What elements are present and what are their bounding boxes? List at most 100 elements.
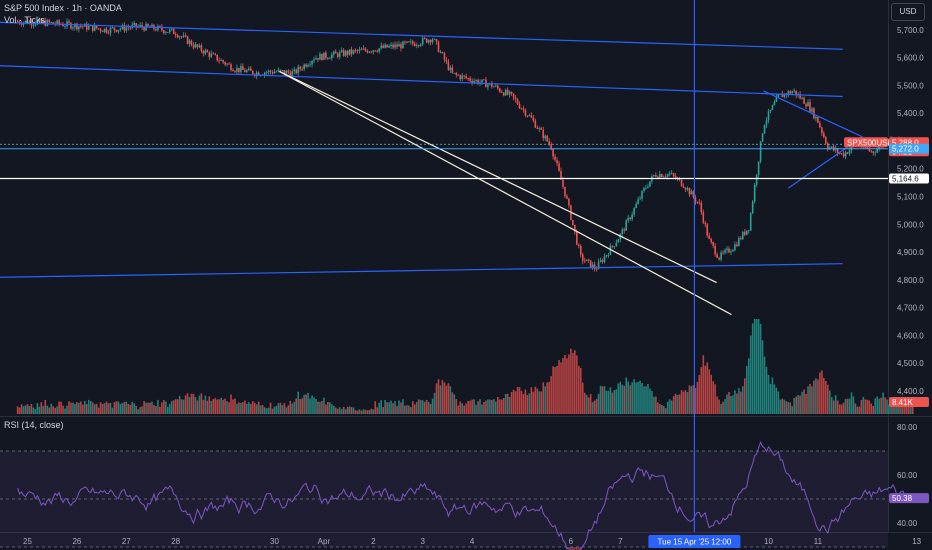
volume-bar: [597, 393, 600, 414]
volume-bar: [902, 405, 904, 414]
volume-bar: [291, 403, 294, 414]
candle-body: [522, 108, 525, 110]
candle-body: [566, 196, 568, 199]
volume-bar: [20, 404, 23, 414]
candle-body: [141, 25, 143, 28]
candle-body: [413, 43, 416, 47]
candle-body: [659, 174, 661, 178]
trend-line: [0, 263, 843, 278]
candle-body: [767, 111, 770, 121]
chart-title: S&P 500 Index · 1h · OANDA: [4, 3, 122, 13]
candle-body: [242, 66, 244, 70]
price-tick-label: 4,900.0: [897, 248, 924, 257]
currency-button[interactable]: USD: [891, 3, 925, 21]
volume-bar: [40, 402, 43, 414]
candle-body: [611, 245, 614, 247]
volume-bar: [619, 381, 622, 414]
candle-body: [48, 20, 51, 23]
volume-bar: [62, 405, 64, 414]
volume-bar: [263, 407, 266, 414]
candle-body: [666, 174, 669, 177]
candle-body: [344, 50, 347, 56]
volume-bar: [346, 406, 349, 414]
volume-bar: [178, 395, 181, 414]
volume-bar: [210, 400, 213, 414]
candle-body: [251, 70, 254, 75]
candle-body: [457, 74, 460, 76]
candle-body: [775, 96, 778, 102]
volume-bar: [708, 369, 711, 414]
candle-body: [811, 108, 813, 112]
candle-body: [277, 69, 280, 72]
candle-body: [58, 20, 60, 24]
date-tick-label: 27: [122, 537, 131, 546]
rsi-badge-bg: [889, 493, 929, 504]
volume-bar: [844, 398, 847, 414]
candle-body: [680, 179, 683, 187]
volume-bar: [234, 398, 236, 414]
volume-bar: [68, 401, 70, 414]
volume-bar: [554, 367, 556, 414]
volume-indicator-label: Vol · Ticks: [4, 15, 46, 25]
candle-body: [481, 79, 483, 83]
volume-bar: [578, 365, 580, 414]
volume-bar: [394, 401, 396, 414]
candle-body: [585, 259, 588, 262]
candle-body: [747, 230, 750, 232]
volume-bar: [858, 406, 861, 414]
volume-bar: [613, 389, 616, 414]
candle-body: [506, 89, 509, 95]
candle-body: [660, 174, 663, 178]
volume-bar: [338, 407, 341, 414]
candle-body: [76, 23, 78, 30]
volume-bar: [279, 402, 282, 414]
volume-bar: [493, 399, 495, 414]
candle-body: [123, 25, 126, 31]
volume-bar: [479, 399, 481, 414]
candle-body: [234, 71, 236, 72]
candle-body: [315, 58, 317, 60]
volume-bar: [579, 368, 582, 414]
candle-body: [52, 22, 54, 24]
level-white-badge: 5,164.6: [889, 173, 929, 184]
candle-body: [823, 133, 825, 138]
candle-body: [516, 99, 519, 105]
volume-bar: [168, 403, 171, 414]
volume-bar: [668, 399, 671, 414]
candle-body: [597, 261, 600, 270]
volume-bar: [605, 390, 608, 414]
volume-bar: [453, 394, 456, 414]
volume-bar: [261, 404, 264, 414]
volume-bar: [196, 400, 199, 414]
volume-bar: [289, 400, 292, 414]
candle-body: [301, 68, 303, 70]
candle-body: [684, 187, 687, 190]
volume-bar: [332, 405, 335, 414]
volume-bar: [550, 376, 552, 414]
volume-bar: [95, 403, 98, 414]
candle-body: [109, 27, 112, 34]
volume-bar: [259, 405, 262, 414]
candle-body: [412, 41, 414, 44]
candle-body: [354, 50, 357, 51]
candle-body: [151, 24, 153, 28]
candle-body: [526, 115, 529, 117]
candle-body: [670, 173, 673, 175]
volume-bar: [334, 407, 337, 414]
candle-body: [771, 105, 774, 110]
candle-body: [232, 70, 234, 72]
volume-bar: [552, 366, 554, 414]
volume-bar: [504, 393, 507, 414]
candle-body: [872, 151, 875, 153]
candle-body: [635, 203, 637, 208]
volume-bar: [660, 405, 663, 414]
volume-bar: [514, 391, 517, 414]
volume-bar: [419, 399, 422, 414]
volume-bar: [182, 399, 185, 414]
volume-bar: [244, 400, 246, 414]
volume-bar: [631, 382, 633, 414]
candle-body: [825, 137, 827, 144]
candle-body: [710, 238, 712, 243]
candle-body: [619, 234, 622, 240]
